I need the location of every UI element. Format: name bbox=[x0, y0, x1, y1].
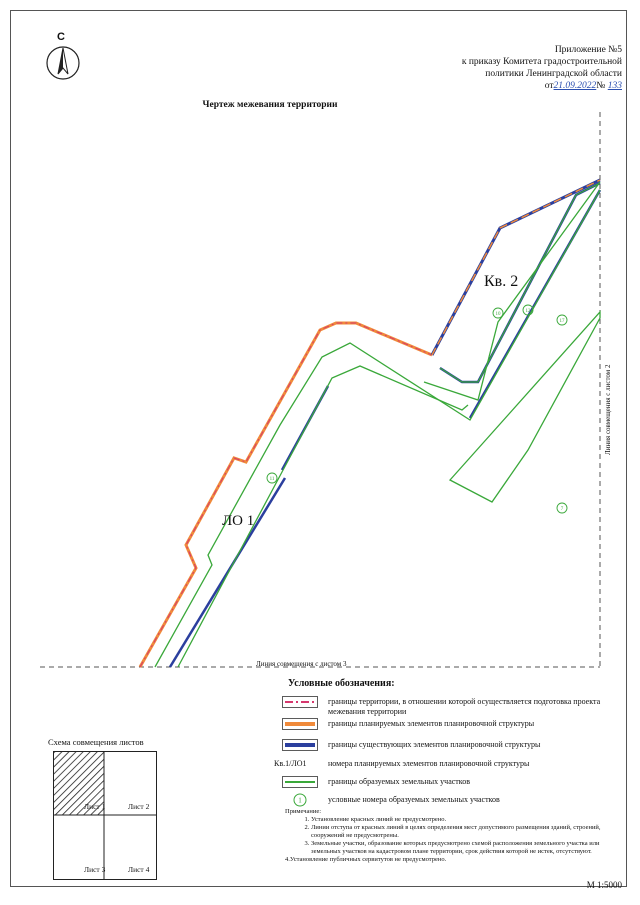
number-value: 133 bbox=[607, 81, 622, 91]
legend-text-parcels: границы образуемых земельных участков bbox=[328, 777, 471, 786]
note-4: 4.Установление публичных сервитутов не п… bbox=[285, 856, 447, 863]
notes-heading: Примечание: bbox=[285, 808, 322, 815]
note-3: Земельные участки, образование которых п… bbox=[311, 840, 615, 856]
legend-text-territory: границы территории, в отношении которой … bbox=[328, 697, 601, 716]
parcel-number-10: 10 bbox=[492, 307, 504, 319]
north-label: С bbox=[57, 31, 65, 43]
sheet-label-2: Лист 2 bbox=[128, 802, 150, 811]
parcel-boundary-icon bbox=[282, 776, 318, 788]
sheet-schema-grid bbox=[54, 752, 156, 879]
parcel-11 bbox=[154, 189, 601, 668]
legend-text-circle: условные номера образуемых земельных уча… bbox=[328, 795, 500, 804]
parcel-number-icon: 1 bbox=[293, 793, 307, 807]
parcel-17 bbox=[448, 310, 601, 503]
sheet-frame bbox=[10, 10, 627, 887]
parcel-num-10: 10 bbox=[496, 312, 502, 317]
block-label-kv2: Кв. 2 bbox=[484, 273, 519, 290]
parcel-number-7: 7 bbox=[556, 502, 568, 514]
sheet-1-hatch bbox=[54, 752, 104, 815]
sheet-label-1: Лист 1 bbox=[84, 802, 106, 811]
parcel-num-12: 12 bbox=[526, 309, 532, 314]
legend-circle-num: 1 bbox=[298, 797, 302, 805]
appendix-header: Приложение №5 к приказу Комитета градост… bbox=[362, 44, 622, 92]
zone-label-lo1: ЛО 1 bbox=[222, 513, 255, 529]
appendix-date-line: от21.09.2022№ 133 bbox=[362, 80, 622, 92]
parcel-number-12: 12 bbox=[522, 304, 534, 316]
parcel-num-11: 11 bbox=[270, 477, 275, 482]
existing-elements-icon bbox=[282, 739, 318, 751]
note-1: Установление красных линий не предусмотр… bbox=[311, 816, 615, 824]
sheet-label-4: Лист 4 bbox=[128, 865, 150, 874]
notes-block: Примечание: Установление красных линий н… bbox=[285, 808, 615, 864]
territory-boundary-icon bbox=[282, 696, 318, 708]
planned-boundary-kv2 bbox=[430, 178, 601, 356]
appendix-line3: политики Ленинградской области bbox=[485, 69, 622, 79]
sheet-schema: Лист 1 Лист 2 Лист 3 Лист 4 bbox=[53, 751, 157, 880]
schema-title: Схема совмещения листов bbox=[48, 737, 144, 747]
legend-text-planned: границы планируемых элементов планировоч… bbox=[328, 719, 535, 728]
parcel-number-11: 11 bbox=[266, 472, 278, 484]
kv2-inner-boundary bbox=[439, 181, 601, 384]
date-value: 21.09.2022 bbox=[553, 81, 597, 91]
parcel-num-17: 17 bbox=[560, 319, 566, 324]
legend-text-numbers: номера планируемых элементов планировочн… bbox=[328, 759, 530, 768]
note-2: Линии отступа от красных линий в целях о… bbox=[311, 824, 615, 840]
north-arrow bbox=[46, 46, 80, 80]
join-label-sheet3: Линия совмещения с листом 3 bbox=[256, 660, 347, 668]
legend-symbol-number-text: Кв.1/ЛО1 bbox=[274, 759, 307, 768]
parcel-10 bbox=[423, 181, 601, 401]
legend-text-existing: границы существующих элементов планирово… bbox=[328, 740, 541, 749]
appendix-line2: к приказу Комитета градостроительной bbox=[461, 57, 622, 67]
parcel-num-7: 7 bbox=[561, 507, 564, 512]
sheet-label-3: Лист 3 bbox=[84, 865, 106, 874]
map-scale: М 1:5000 bbox=[586, 880, 622, 890]
number-prefix: № bbox=[596, 81, 606, 91]
map-drawing: 10 12 17 11 7 bbox=[40, 112, 602, 668]
appendix-line1: Приложение №5 bbox=[554, 45, 622, 55]
parcel-number-17: 17 bbox=[556, 314, 568, 326]
drawing-title: Чертеж межевания территории bbox=[202, 100, 338, 110]
date-prefix: от bbox=[544, 81, 554, 91]
join-label-sheet2: Линия совмещения с листом 2 bbox=[604, 364, 612, 455]
planned-elements-icon bbox=[282, 718, 318, 730]
legend-title: Условные обозначения: bbox=[288, 678, 395, 689]
